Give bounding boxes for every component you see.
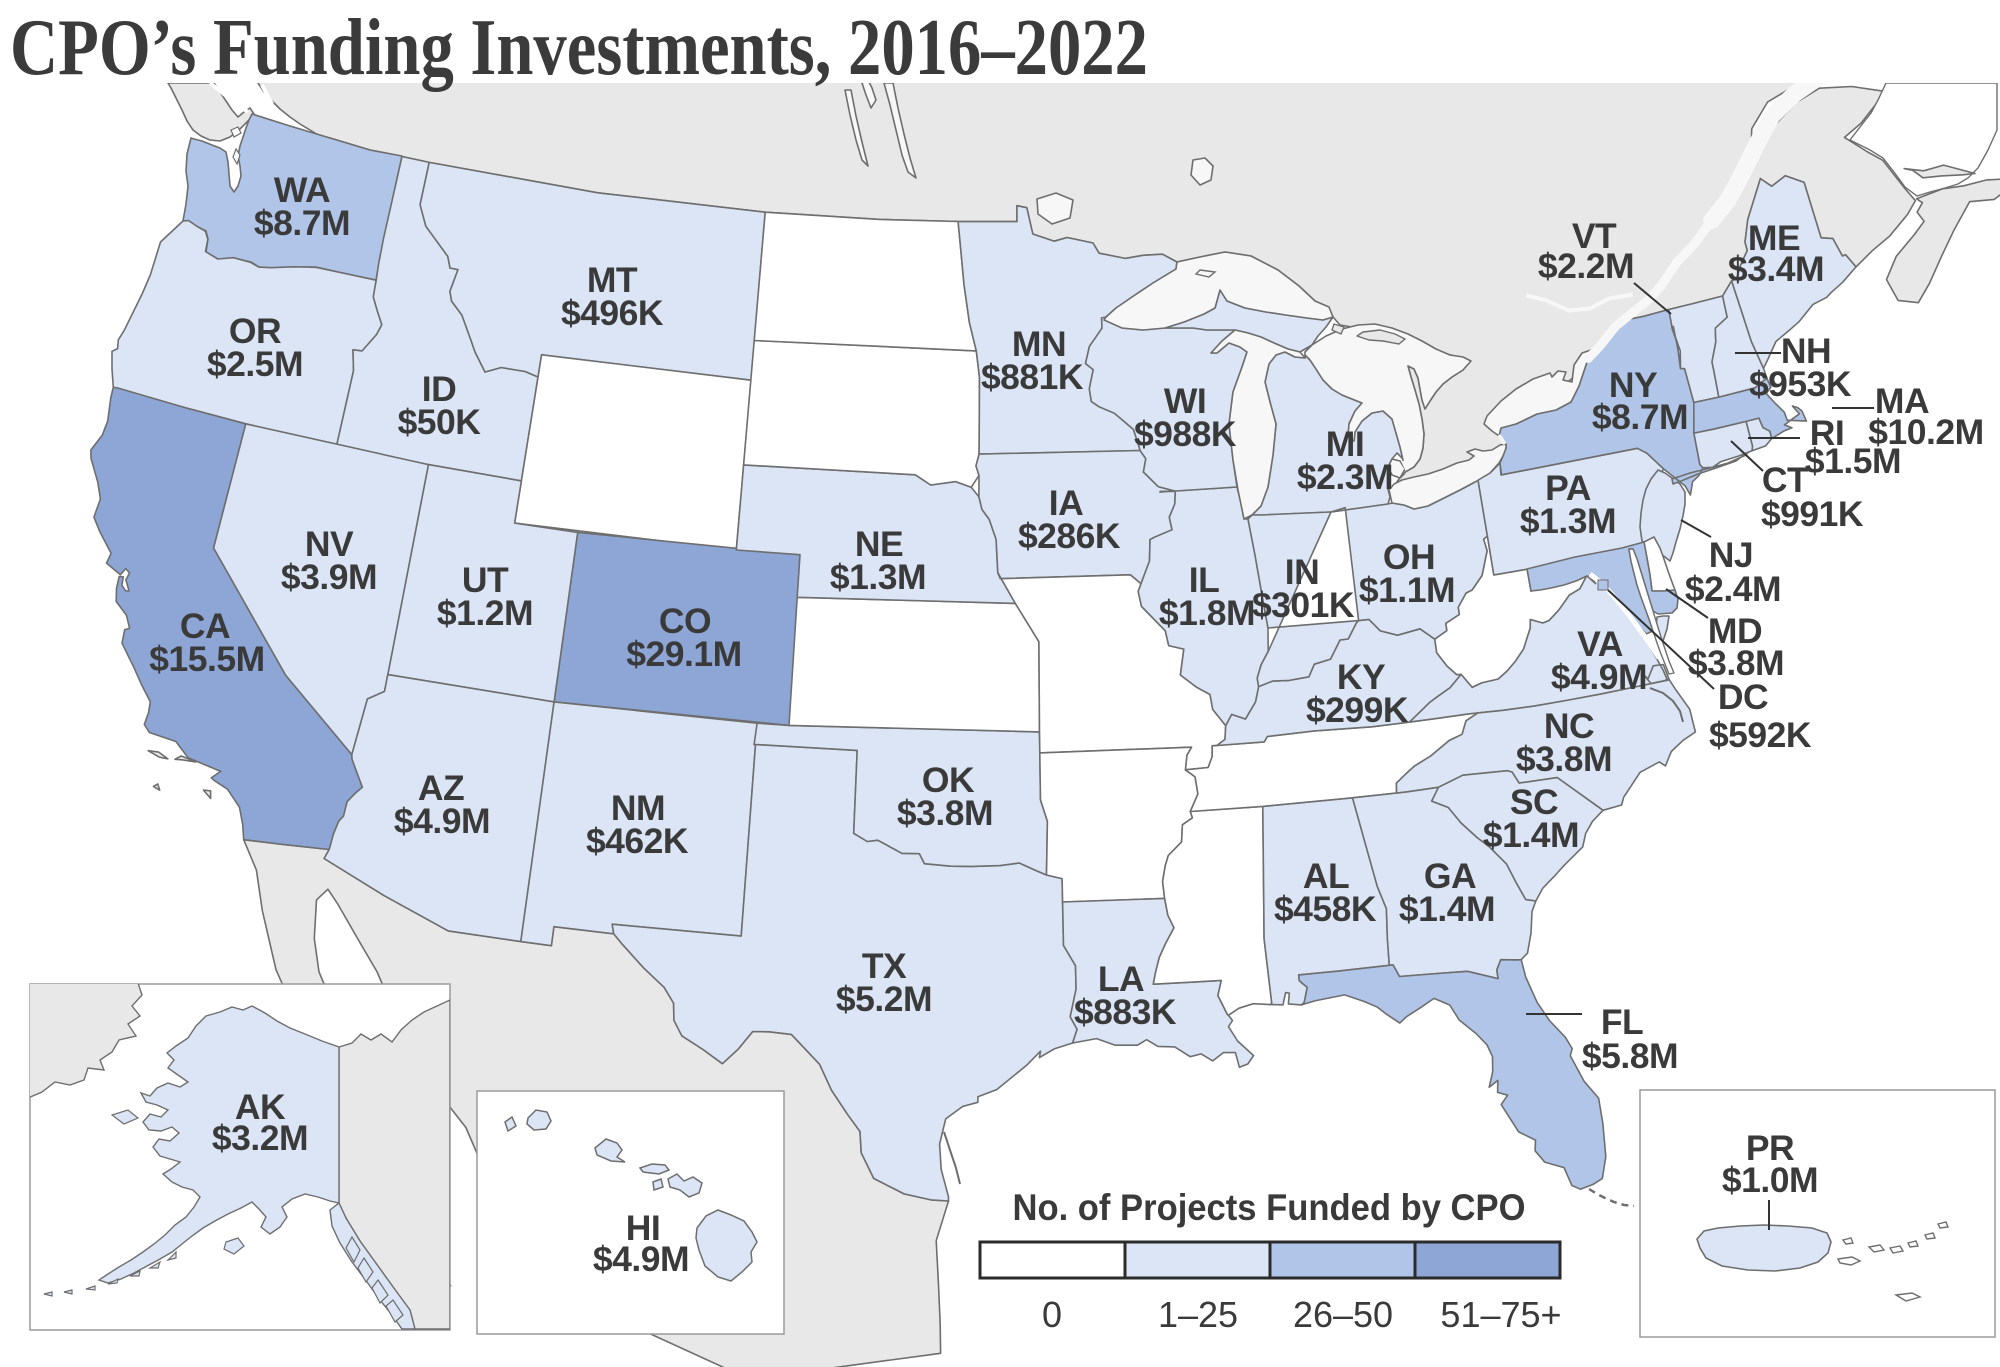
svg-text:NV: NV <box>305 524 354 564</box>
svg-text:$301K: $301K <box>1252 585 1355 625</box>
svg-text:TX: TX <box>862 946 907 986</box>
svg-text:OK: OK <box>922 760 975 800</box>
svg-text:OH: OH <box>1383 537 1435 577</box>
svg-text:$2.3M: $2.3M <box>1297 457 1393 497</box>
svg-text:$4.9M: $4.9M <box>1551 657 1647 697</box>
svg-text:MT: MT <box>587 260 638 300</box>
svg-text:$1.4M: $1.4M <box>1483 815 1579 855</box>
svg-text:$462K: $462K <box>586 821 689 861</box>
svg-text:GA: GA <box>1424 856 1476 896</box>
svg-text:$1.3M: $1.3M <box>1520 501 1616 541</box>
svg-text:$1.4M: $1.4M <box>1399 889 1495 929</box>
svg-text:1–25: 1–25 <box>1158 1294 1238 1335</box>
svg-text:$10.2M: $10.2M <box>1868 412 1983 452</box>
svg-text:$3.9M: $3.9M <box>281 557 377 597</box>
svg-text:SC: SC <box>1510 782 1558 822</box>
svg-text:MD: MD <box>1708 611 1762 651</box>
svg-text:$1.1M: $1.1M <box>1359 570 1455 610</box>
svg-text:MA: MA <box>1875 381 1929 421</box>
svg-text:$3.8M: $3.8M <box>897 793 993 833</box>
svg-text:No. of Projects Funded by CPO: No. of Projects Funded by CPO <box>1013 1187 1526 1228</box>
svg-text:IN: IN <box>1285 552 1320 592</box>
svg-text:ID: ID <box>422 369 457 409</box>
svg-text:$3.8M: $3.8M <box>1688 643 1784 683</box>
svg-text:0: 0 <box>1042 1294 1062 1335</box>
svg-text:KY: KY <box>1337 657 1386 697</box>
svg-text:CT: CT <box>1762 460 1809 500</box>
svg-text:$2.4M: $2.4M <box>1685 569 1781 609</box>
svg-text:$991K: $991K <box>1761 494 1864 534</box>
svg-text:$1.5M: $1.5M <box>1805 441 1901 481</box>
svg-text:$3.4M: $3.4M <box>1728 249 1824 289</box>
svg-text:$592K: $592K <box>1709 715 1812 755</box>
svg-text:CO: CO <box>659 601 711 641</box>
svg-text:IL: IL <box>1189 560 1220 600</box>
svg-text:$4.9M: $4.9M <box>394 801 490 841</box>
svg-text:$3.2M: $3.2M <box>212 1118 308 1158</box>
svg-text:$2.5M: $2.5M <box>207 344 303 384</box>
svg-text:$988K: $988K <box>1134 414 1237 454</box>
svg-text:$458K: $458K <box>1274 889 1377 929</box>
svg-text:VA: VA <box>1577 624 1623 664</box>
svg-text:$2.2M: $2.2M <box>1538 246 1634 286</box>
svg-text:$5.2M: $5.2M <box>836 979 932 1019</box>
svg-text:$29.1M: $29.1M <box>626 634 741 674</box>
svg-text:$883K: $883K <box>1074 992 1177 1032</box>
svg-text:ME: ME <box>1748 218 1800 258</box>
svg-text:$3.8M: $3.8M <box>1516 739 1612 779</box>
svg-text:WA: WA <box>274 170 330 210</box>
svg-text:NE: NE <box>855 524 903 564</box>
svg-text:WI: WI <box>1164 381 1206 421</box>
svg-text:$15.5M: $15.5M <box>149 639 264 679</box>
svg-text:NM: NM <box>611 788 665 828</box>
svg-text:$4.9M: $4.9M <box>593 1239 689 1279</box>
svg-text:PR: PR <box>1746 1128 1794 1168</box>
svg-text:$299K: $299K <box>1306 690 1409 730</box>
svg-text:CA: CA <box>180 606 230 646</box>
svg-text:51–75+: 51–75+ <box>1440 1294 1561 1335</box>
svg-text:NY: NY <box>1609 365 1658 405</box>
svg-text:MI: MI <box>1326 424 1364 464</box>
svg-text:PA: PA <box>1545 468 1591 508</box>
svg-text:$1.3M: $1.3M <box>830 557 926 597</box>
svg-text:AZ: AZ <box>418 768 464 808</box>
svg-text:AK: AK <box>235 1087 286 1127</box>
svg-text:DC: DC <box>1718 677 1768 717</box>
svg-text:AL: AL <box>1303 856 1349 896</box>
svg-text:OR: OR <box>229 311 281 351</box>
svg-text:NC: NC <box>1544 706 1594 746</box>
svg-text:MN: MN <box>1012 324 1066 364</box>
svg-text:$50K: $50K <box>398 402 482 442</box>
svg-text:$881K: $881K <box>981 357 1084 397</box>
svg-text:$1.0M: $1.0M <box>1722 1160 1818 1200</box>
svg-text:$1.2M: $1.2M <box>437 593 533 633</box>
svg-text:$1.8M: $1.8M <box>1159 593 1255 633</box>
svg-text:FL: FL <box>1601 1002 1643 1042</box>
svg-text:$286K: $286K <box>1018 516 1121 556</box>
svg-text:RI: RI <box>1810 413 1845 453</box>
svg-text:LA: LA <box>1098 959 1144 999</box>
svg-text:$8.7M: $8.7M <box>254 203 350 243</box>
svg-text:$496K: $496K <box>561 293 664 333</box>
svg-text:VT: VT <box>1572 216 1617 256</box>
svg-text:NJ: NJ <box>1709 535 1753 575</box>
svg-text:UT: UT <box>462 560 509 600</box>
svg-text:26–50: 26–50 <box>1293 1294 1393 1335</box>
svg-text:HI: HI <box>626 1208 661 1248</box>
svg-text:NH: NH <box>1781 331 1831 371</box>
svg-text:$8.7M: $8.7M <box>1592 397 1688 437</box>
svg-text:$953K: $953K <box>1749 364 1852 404</box>
svg-text:IA: IA <box>1049 483 1084 523</box>
svg-text:$5.8M: $5.8M <box>1582 1036 1678 1076</box>
